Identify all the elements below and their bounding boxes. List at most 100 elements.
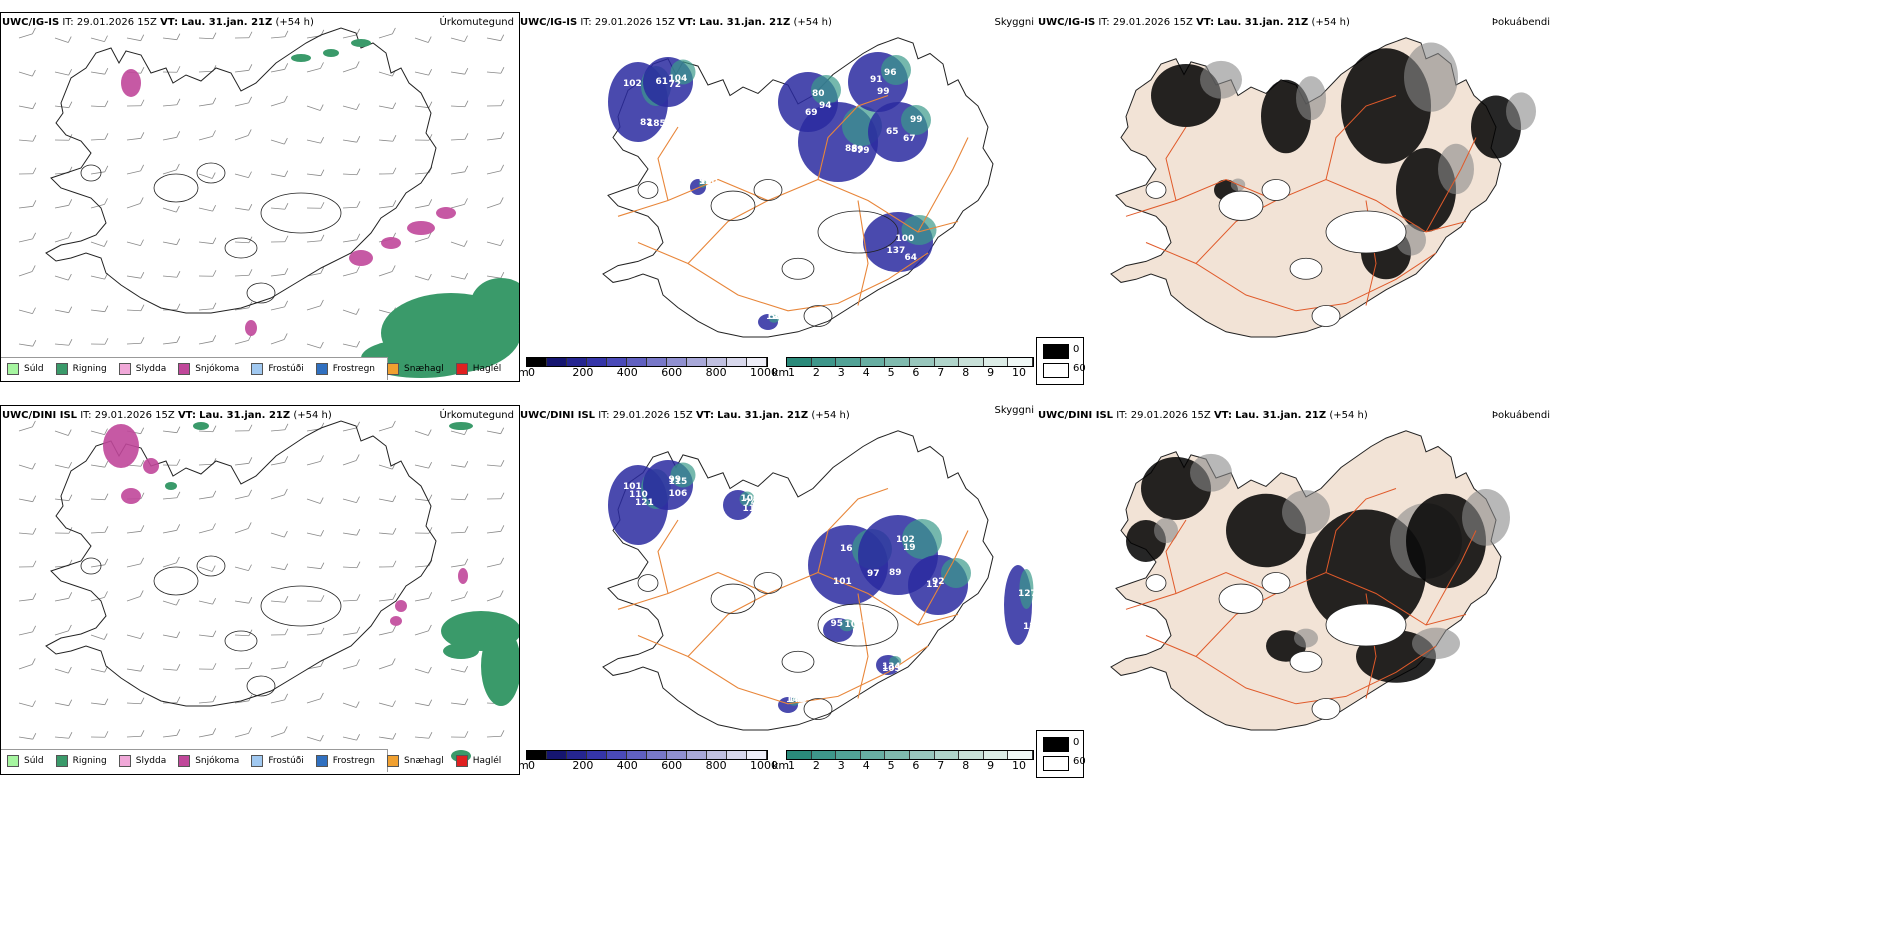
wind-barb-flag [392, 593, 397, 600]
wind-barb [378, 105, 393, 110]
legend-item: Frostregn [315, 755, 375, 767]
wind-barb-flag [248, 457, 253, 464]
colorbar-segment [885, 751, 910, 759]
wind-barb [126, 668, 141, 672]
legend-swatch [7, 363, 19, 375]
wind-barb-flag [464, 272, 468, 280]
wind-barb-flag [392, 167, 397, 174]
glacier-outline [196, 555, 226, 577]
glacier-outline [1325, 603, 1407, 647]
cloud-base-label: 104 [669, 74, 688, 84]
colorbar-segment [1008, 751, 1033, 759]
fog-index-key: 0 60 [1036, 730, 1086, 778]
wind-barb-flag [284, 268, 289, 275]
wind-barb-flag [32, 593, 37, 600]
wind-barb-flag [464, 461, 469, 468]
wind-barb-flag [176, 631, 181, 638]
row2-panel3-param: Þokuábendi [1491, 410, 1550, 421]
lead-time: (+54 h) [811, 410, 850, 421]
fog-gradient [1462, 489, 1510, 546]
cloud-base-ticks: m 0 200 400 600 800 1000 [518, 759, 778, 773]
colorbar-segment [647, 751, 667, 759]
model-name: UWC/IG-IS [520, 17, 578, 28]
wind-barb [342, 67, 357, 73]
wind-barb-flag [212, 32, 217, 39]
wind-barb-flag [356, 266, 360, 273]
wind-barb-flag [464, 165, 469, 172]
wind-barb-flag [320, 169, 325, 176]
glacier-outline [817, 603, 899, 647]
wind-barb-flag [284, 170, 289, 177]
legend-label: Súld [24, 756, 44, 766]
cloud-base-label: 99 [669, 475, 682, 485]
vt-label: VT: [695, 410, 714, 421]
wind-barb [198, 634, 213, 638]
wind-barb-flag [212, 663, 217, 670]
wind-barb-flag [32, 560, 37, 567]
wind-barb-flag [356, 340, 360, 348]
wind-barb-flag [140, 730, 145, 737]
wind-barb [90, 464, 105, 468]
wind-barb [126, 702, 142, 705]
colorbar-tick: 2 [812, 759, 820, 772]
row1-panel2-header: UWC/IG-IS IT: 29.01.2026 15Z VT: Lau. 31… [520, 17, 832, 28]
legend-label: Rigning [72, 364, 107, 374]
wind-barb-flag [68, 494, 73, 501]
wind-barb-flag [284, 30, 289, 37]
wind-barb-flag [104, 428, 108, 435]
wind-barb-flag [68, 666, 72, 674]
glacier-outline [1289, 650, 1323, 673]
colorbar-segment [667, 358, 687, 366]
wind-barb [90, 430, 105, 436]
it-label: IT: [1116, 410, 1128, 421]
road [917, 137, 969, 233]
vt-label: VT: [160, 17, 179, 28]
wind-barb-flag [320, 562, 325, 569]
road [1165, 519, 1187, 594]
wind-barb [18, 205, 33, 209]
wind-barb-flag [140, 34, 145, 41]
legend-label: Slydda [135, 364, 167, 374]
precip-type-legend: Súld Rigning Slydda Snjókoma Frostúði Frostre… [1, 357, 501, 380]
legend-item: Snæhagl [387, 755, 444, 767]
init-time: 29.01.2026 15Z [1130, 410, 1211, 421]
wind-barb [162, 37, 177, 41]
fog-areas [1151, 42, 1536, 280]
cloud-base-label: 11 [926, 580, 939, 590]
low-visibility-areas [608, 52, 937, 330]
glacier-outline [1218, 190, 1264, 221]
wind-barb [270, 666, 285, 670]
wind-barb-flag [32, 420, 36, 428]
wind-barb-flag [212, 695, 217, 702]
legend-item: Súld [7, 363, 44, 375]
colorbar-segment [627, 751, 647, 759]
glacier-outline [153, 566, 199, 596]
legend-item: Snjókoma [178, 755, 239, 767]
wind-barb-flag [68, 592, 73, 599]
wind-barb [90, 668, 105, 673]
wind-barb-flag [176, 163, 180, 171]
wind-barb-flag [392, 625, 396, 633]
wind-barb-flag [31, 265, 36, 272]
cloud-base-label: 82 [640, 118, 653, 128]
legend-item: Frostúði [251, 755, 304, 767]
cloud-base-labels: 101 115 100 97 89 11 107 134 146 120 110 106 111 101 1… [623, 475, 1038, 705]
wind-barb [198, 463, 214, 466]
wind-barb-flag [212, 302, 217, 309]
snow-areas [103, 424, 468, 626]
wind-barb-flag [140, 132, 145, 139]
wind-barb-flag [319, 497, 324, 504]
wind-barb [450, 702, 465, 706]
wind-barb-flag [284, 530, 288, 538]
wind-barb [198, 70, 214, 73]
wind-barb-flag [428, 273, 432, 281]
wind-barb [234, 102, 249, 107]
fog-gradient [1154, 517, 1178, 544]
wind-barb-flag [68, 461, 72, 469]
row2-panel3-header: UWC/DINI ISL IT: 29.01.2026 15Z VT: Lau.… [1038, 410, 1368, 421]
wind-barb [342, 460, 357, 466]
wind-barb-flag [428, 68, 432, 76]
cloud-base-label: 181 [773, 312, 792, 322]
glacier-outline [246, 282, 276, 304]
wind-barb [378, 464, 393, 470]
